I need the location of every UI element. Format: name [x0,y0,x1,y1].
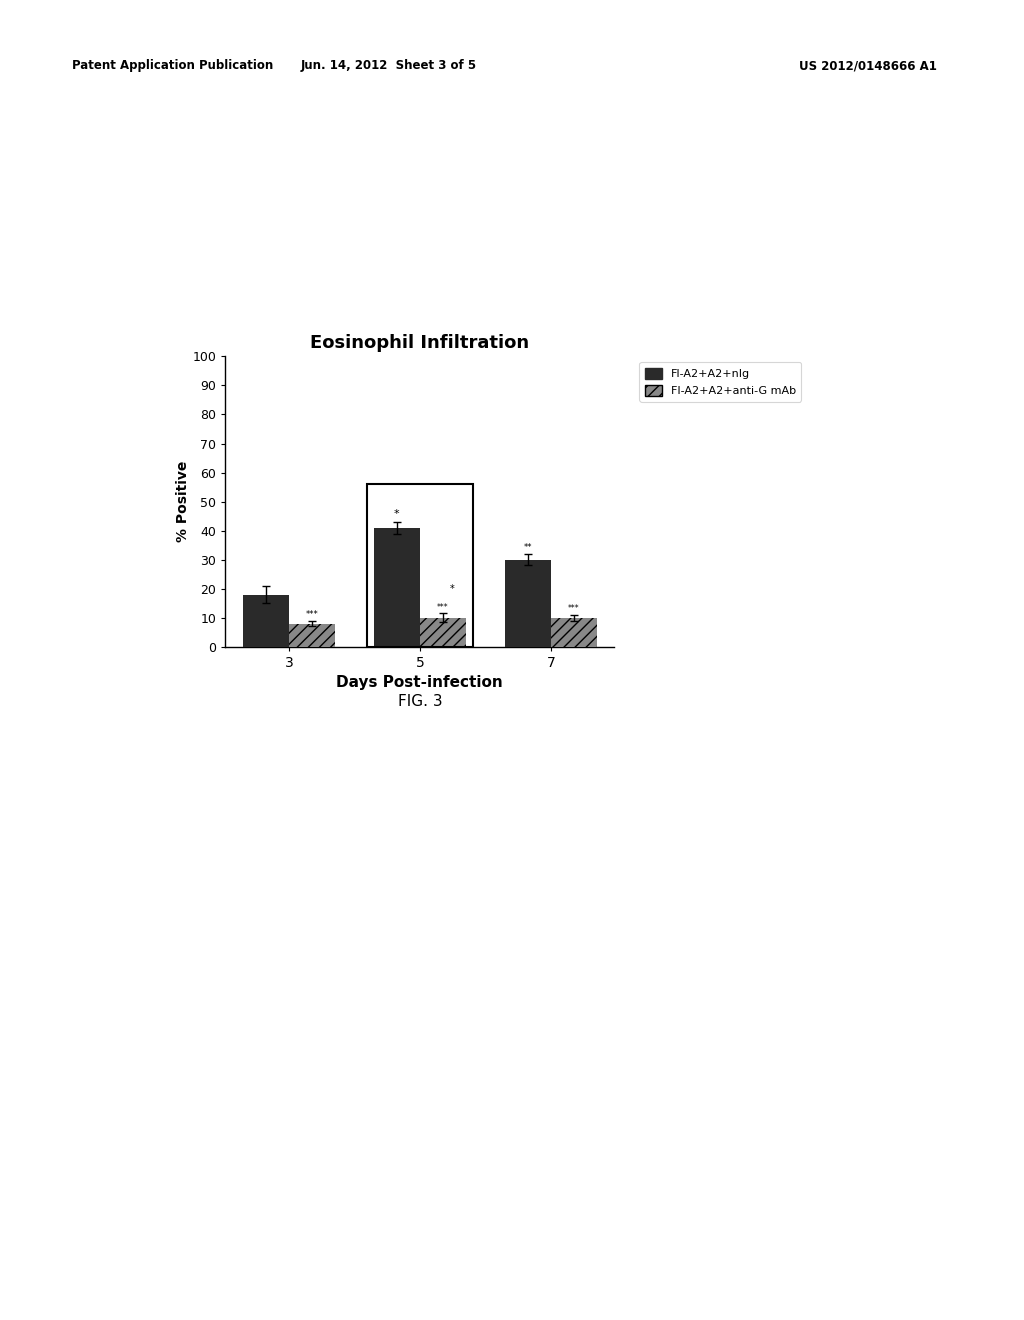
Bar [420,618,466,647]
Text: FIG. 3: FIG. 3 [397,694,442,709]
Y-axis label: % Positive: % Positive [175,461,189,543]
Bar [243,594,289,647]
Text: ***: *** [568,605,580,614]
X-axis label: Days Post-infection: Days Post-infection [337,676,503,690]
Text: *: * [394,510,399,519]
Bar [289,623,335,647]
Title: Eosinophil Infiltration: Eosinophil Infiltration [310,334,529,352]
Text: ***: *** [437,603,449,612]
Bar [505,560,551,647]
Text: Patent Application Publication: Patent Application Publication [72,59,273,73]
Bar [374,528,420,647]
Text: ***: *** [305,610,318,619]
Legend: FI-A2+A2+nIg, FI-A2+A2+anti-G mAb: FI-A2+A2+nIg, FI-A2+A2+anti-G mAb [639,362,801,401]
Text: US 2012/0148666 A1: US 2012/0148666 A1 [799,59,937,73]
Text: *: * [450,583,454,594]
Bar [368,484,472,647]
Text: Jun. 14, 2012  Sheet 3 of 5: Jun. 14, 2012 Sheet 3 of 5 [301,59,477,73]
Bar [551,618,597,647]
Text: **: ** [523,544,532,552]
